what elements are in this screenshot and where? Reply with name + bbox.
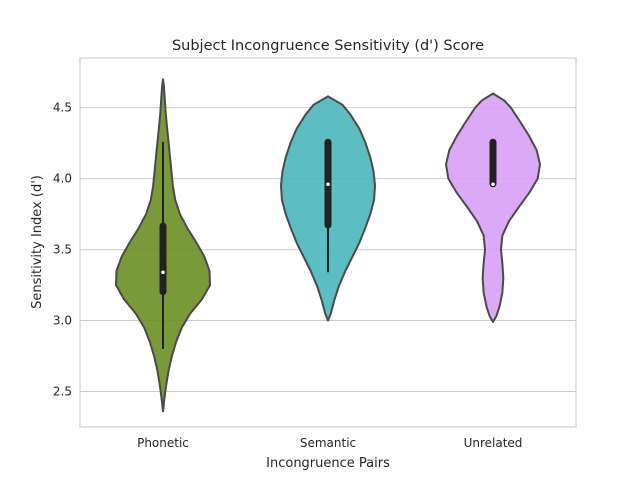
y-axis-label: Sensitivity Index (d') bbox=[30, 175, 45, 309]
iqr-box bbox=[489, 138, 497, 188]
violin-phonetic bbox=[115, 78, 211, 413]
x-tick-label: Phonetic bbox=[137, 436, 189, 450]
x-tick-labels: Phonetic Semantic Unrelated bbox=[137, 436, 522, 450]
violin-semantic bbox=[280, 95, 376, 322]
violin-unrelated bbox=[445, 92, 541, 323]
violins bbox=[115, 78, 541, 413]
median-point bbox=[490, 181, 496, 187]
plot-frame bbox=[79, 57, 577, 428]
median-point bbox=[325, 181, 331, 187]
median-point bbox=[160, 269, 166, 275]
y-tick-label: 2.5 bbox=[53, 385, 72, 399]
violin-body bbox=[445, 92, 541, 323]
x-tick-label: Semantic bbox=[300, 436, 356, 450]
y-tick-label: 3.5 bbox=[53, 243, 72, 257]
y-tick-label: 4.5 bbox=[53, 101, 72, 115]
x-axis-label: Incongruence Pairs bbox=[266, 456, 390, 471]
x-tick-label: Unrelated bbox=[464, 436, 523, 450]
y-tick-labels: 2.5 3.0 3.5 4.0 4.5 bbox=[53, 101, 72, 399]
y-tick-label: 3.0 bbox=[53, 314, 72, 328]
y-tick-label: 4.0 bbox=[53, 172, 72, 186]
iqr-box bbox=[159, 222, 167, 296]
chart-title: Subject Incongruence Sensitivity (d') Sc… bbox=[172, 38, 484, 54]
